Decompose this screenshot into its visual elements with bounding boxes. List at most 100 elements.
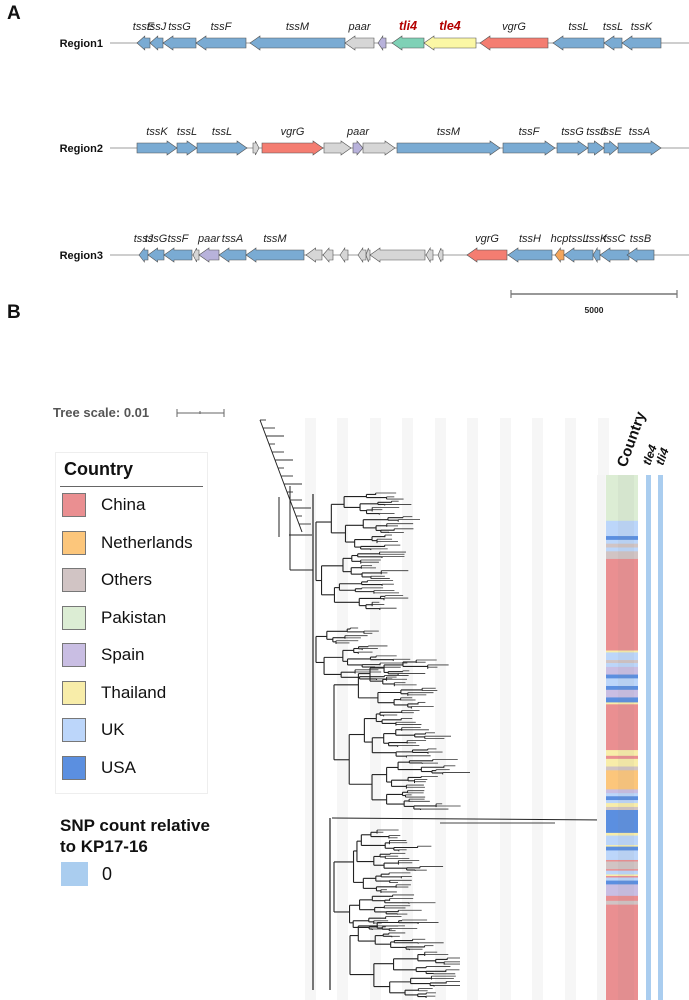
snp-legend-title: SNP count relative to KP17-16 (60, 816, 210, 856)
gene-arrow-other (252, 140, 260, 156)
gene-label: tssJ (586, 126, 606, 138)
tree-branch (283, 483, 288, 493)
gene-arrow-tssL (196, 140, 248, 156)
legend-swatch (62, 605, 86, 630)
country-strip-segment (606, 697, 638, 703)
gene-label: tle4 (439, 19, 461, 33)
country-strip-segment (606, 766, 638, 771)
gene-label: vgrG (281, 126, 305, 138)
tree-guide-stripe (500, 418, 511, 1000)
tree-guide-stripe (467, 418, 478, 1000)
country-strip-segment (606, 880, 638, 885)
tree-branch (298, 523, 303, 533)
gene-label: tssL (568, 233, 588, 245)
gene-arrow-tssB (626, 247, 655, 263)
gene-arrow-other (339, 247, 349, 263)
gene-label: tssL (603, 21, 623, 33)
country-strip-segment (606, 652, 638, 661)
country-strip-segment (606, 850, 638, 861)
legend-swatch (62, 680, 86, 705)
tree-scale-label: Tree scale: 0.01 (53, 405, 150, 420)
gene-arrow-tssL (563, 247, 594, 263)
gene-arrow-tssM (245, 247, 305, 263)
country-strip-segment (606, 685, 638, 691)
gene-arrow-tssM (396, 140, 501, 156)
gene-arrow-other (425, 246, 434, 264)
gene-arrow-hcp (554, 247, 565, 263)
strip-shadow (597, 475, 605, 1000)
tree-branch (259, 419, 264, 429)
gene-arrow-tssM (249, 35, 346, 51)
gene-label: tssK (631, 21, 653, 33)
gene-label: hcp (551, 233, 569, 245)
country-strip-segment (606, 895, 638, 902)
region-label: Region1 (60, 38, 103, 50)
gene-arrow-tssJ (149, 35, 164, 51)
gene-arrow-tssK (136, 140, 178, 156)
gene-arrow-paar (198, 247, 220, 263)
country-strip-segment (606, 835, 638, 846)
country-strip-segment (606, 543, 638, 548)
tree-guide-stripe (337, 418, 348, 1000)
gene-label: paar (197, 233, 221, 245)
gene-arrow-tle4 (423, 35, 477, 51)
region-label: Region3 (60, 250, 103, 262)
gene-arrow-tssJ (587, 140, 605, 156)
country-strip-segment (606, 520, 638, 537)
country-strip-segment (606, 755, 638, 760)
country-strip-segment (606, 832, 638, 836)
gene-arrow-tssH (507, 247, 553, 263)
gene-arrow-tssL (603, 35, 623, 51)
legend-swatch (62, 643, 86, 667)
gene-label: tssB (630, 233, 651, 245)
country-strip-segment (606, 803, 638, 808)
snp-legend-swatch (61, 862, 88, 886)
gene-arrow-tssL (176, 140, 198, 156)
country-strip-segment (606, 536, 638, 541)
country-strip-segment (606, 539, 638, 544)
gene-label: paar (347, 21, 371, 33)
gene-arrow-tssL (552, 35, 605, 51)
gene-arrow-tssF (502, 140, 556, 156)
gene-label: tssG (168, 21, 191, 33)
legend-label: Thailand (101, 682, 167, 702)
tle4-snp-strip (646, 475, 651, 1000)
gene-label: tssA (629, 126, 650, 138)
gene-arrow-paar (344, 35, 375, 51)
gene-label: tssL (212, 126, 232, 138)
gene-arrow-vgrG (261, 140, 324, 156)
gene-label: tssM (263, 233, 287, 245)
genomic-scale-bar: 5000 (510, 290, 678, 315)
region-label: Region2 (60, 143, 103, 155)
country-strip-segment (606, 809, 638, 834)
country-legend: Country China Netherlands Others Pakistan Sp… (55, 452, 208, 794)
country-strip-segment (606, 663, 638, 668)
panel-a-label: A (7, 3, 21, 24)
country-strip-segment (606, 547, 638, 552)
country-strip-segment (606, 758, 638, 767)
country-strip-segment (606, 875, 638, 878)
scale-bar-label: 5000 (585, 305, 604, 315)
country-strip-segment (606, 702, 638, 705)
legend-label: USA (101, 757, 136, 777)
country-strip-segment (606, 793, 638, 797)
tree-branch (274, 459, 279, 469)
legend-swatch (62, 568, 86, 592)
gene-label: tssL (177, 126, 197, 138)
legend-swatch (62, 755, 86, 780)
panel-b-label: B (7, 302, 21, 323)
gene-label: tssE (133, 21, 155, 33)
gene-label: tssF (211, 21, 233, 33)
gene-arrow-other (322, 247, 334, 263)
tree-branch (268, 443, 273, 453)
gene-arrow-other (323, 140, 352, 156)
gene-arrow-tssJ (138, 247, 149, 263)
gene-arrow-other (192, 247, 200, 263)
country-strip-segment (606, 870, 638, 875)
column-header-tli4: tli4 (653, 446, 672, 467)
legend-swatch (62, 718, 86, 742)
tree-guide-stripe (435, 418, 446, 1000)
country-strip-segment (606, 874, 638, 877)
